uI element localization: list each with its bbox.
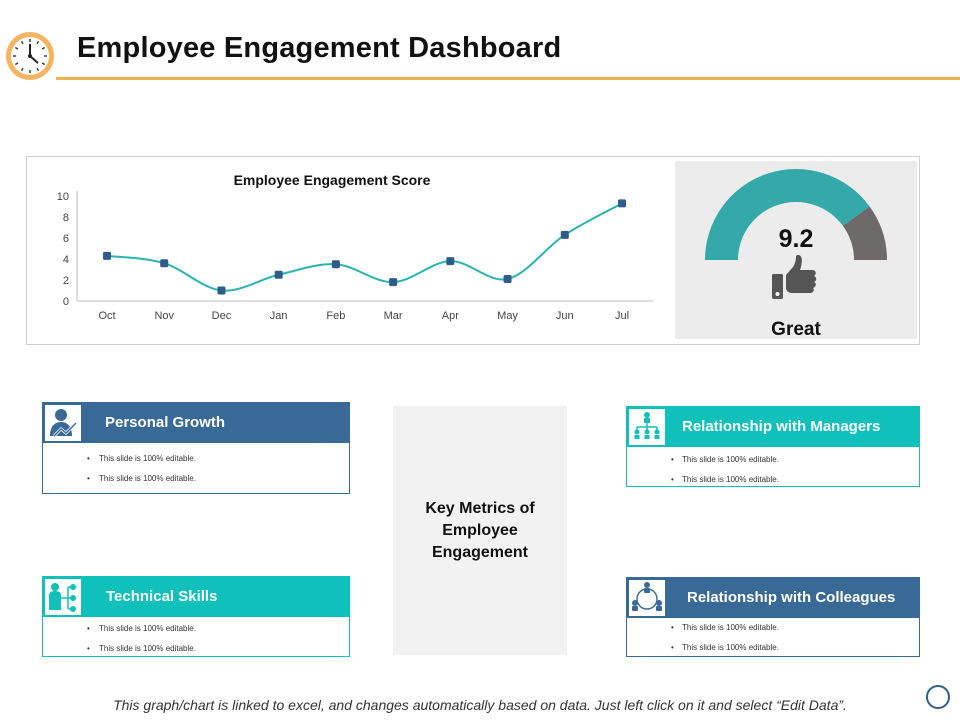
data-point <box>217 286 226 295</box>
data-point <box>503 274 512 283</box>
card-relationship-colleagues: Relationship with Colleagues This slide … <box>626 577 920 658</box>
card-title: Technical Skills <box>106 588 218 605</box>
y-tick-label: 4 <box>63 254 69 266</box>
x-tick-label: Mar <box>384 310 403 322</box>
x-tick-label: May <box>497 310 518 322</box>
x-tick-label: Jul <box>615 310 629 322</box>
data-point <box>560 230 569 239</box>
x-tick-label: Apr <box>442 310 459 322</box>
data-point <box>618 199 626 208</box>
list-item: This slide is 100% editable. <box>43 469 349 489</box>
data-point <box>274 270 283 279</box>
card-title: Relationship with Colleagues <box>687 589 896 606</box>
list-item: This slide is 100% editable. <box>627 638 919 658</box>
chart-title: Employee Engagement Score <box>234 172 431 188</box>
y-tick-label: 10 <box>57 191 69 203</box>
gauge-value: 9.2 <box>778 225 814 253</box>
card-relationship-managers: Relationship with Managers This slide is… <box>626 406 920 490</box>
page-title: Employee Engagement Dashboard <box>77 32 562 64</box>
person-growth-icon <box>45 405 81 441</box>
thumbs-up-icon <box>772 255 817 299</box>
y-tick-label: 8 <box>63 212 69 224</box>
series-line <box>106 202 623 292</box>
team-circle-icon <box>629 580 665 616</box>
card-header <box>43 577 349 617</box>
circle-icon[interactable] <box>926 685 950 709</box>
x-tick-label: Jun <box>556 310 574 322</box>
gauge-fill-arc <box>705 169 870 260</box>
list-item: This slide is 100% editable. <box>627 450 919 470</box>
card-personal-growth: Personal Growth This slide is 100% edita… <box>42 402 350 494</box>
data-point <box>103 251 111 260</box>
list-item: This slide is 100% editable. <box>627 618 919 638</box>
footnote: This graph/chart is linked to excel, and… <box>113 697 847 713</box>
x-tick-label: Nov <box>154 310 174 322</box>
card-title: Personal Growth <box>105 414 226 431</box>
x-tick-label: Dec <box>212 310 232 322</box>
data-point <box>389 278 398 287</box>
engagement-line-chart: Employee Engagement Score 0 2 4 6 8 10 Oct Nov De… <box>57 172 653 322</box>
list-item: This slide is 100% editable. <box>43 639 349 659</box>
title-divider <box>56 77 960 80</box>
list-item: This slide is 100% editable. <box>627 470 919 490</box>
gauge-rest-arc <box>842 206 887 260</box>
card-header <box>627 407 919 447</box>
key-metrics-box: Key Metrics of Employee Engagement <box>393 406 567 655</box>
card-title: Relationship with Managers <box>682 418 881 435</box>
card-bullets: This slide is 100% editable. This slide … <box>43 619 349 659</box>
person-network-icon <box>45 579 81 615</box>
card-bullets: This slide is 100% editable. This slide … <box>627 450 919 490</box>
list-item: This slide is 100% editable. <box>43 619 349 639</box>
gauge-panel: 9.2 Great <box>675 161 917 340</box>
clock-icon <box>6 32 54 80</box>
x-tick-label: Oct <box>98 310 115 322</box>
y-tick-label: 6 <box>63 233 69 245</box>
score-gauge <box>705 169 887 260</box>
data-point <box>160 259 169 268</box>
list-item: This slide is 100% editable. <box>43 449 349 469</box>
card-technical-skills: Technical Skills This slide is 100% edit… <box>42 576 350 659</box>
data-point <box>446 257 455 266</box>
card-bullets: This slide is 100% editable. This slide … <box>43 449 349 489</box>
card-header <box>627 578 919 618</box>
org-chart-icon <box>629 409 665 445</box>
x-tick-label: Feb <box>326 310 345 322</box>
y-tick-label: 0 <box>63 296 69 308</box>
card-bullets: This slide is 100% editable. This slide … <box>627 618 919 658</box>
chart-panel: Employee Engagement Score 0 2 4 6 8 10 Oct Nov De… <box>26 156 920 345</box>
y-tick-label: 2 <box>63 275 69 287</box>
key-metrics-label: Key Metrics of Employee Engagement <box>425 499 535 561</box>
gauge-rating-label: Great <box>771 319 821 340</box>
data-point <box>331 260 340 269</box>
card-header <box>43 403 349 443</box>
x-tick-label: Jan <box>270 310 288 322</box>
